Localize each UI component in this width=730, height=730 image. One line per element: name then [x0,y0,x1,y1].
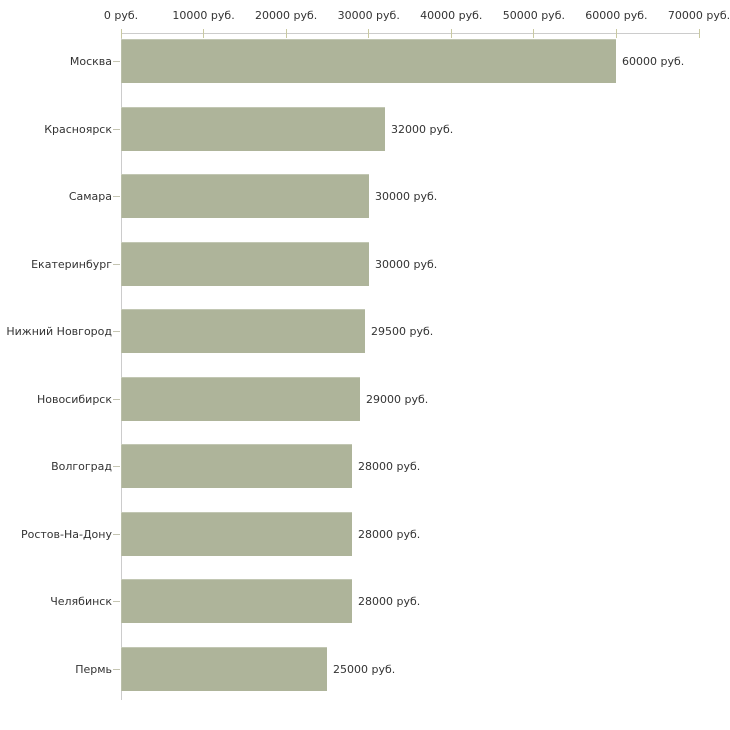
bar [121,512,352,556]
value-label: 25000 руб. [333,662,396,676]
bar [121,377,360,421]
category-label: Красноярск [44,122,112,136]
bar [121,174,369,218]
x-axis-tick-mark [533,29,535,38]
value-label: 32000 руб. [391,122,454,136]
x-axis-tick-mark [285,29,287,38]
bar [121,309,365,353]
bar-row: Нижний Новгород 29500 руб. [0,309,730,353]
bar-row: Пермь 25000 руб. [0,647,730,691]
category-label: Ростов-На-Дону [20,527,112,541]
category-tick-mark [113,398,120,400]
bar [121,444,352,488]
category-tick-mark [113,668,120,670]
bar [121,579,352,623]
x-axis-tick-label: 40000 руб. [420,9,483,22]
category-tick-mark [113,533,120,535]
category-tick-mark [113,128,120,130]
value-label: 28000 руб. [358,459,421,473]
bar [121,39,616,83]
category-label: Челябинск [50,594,112,608]
x-axis-tick-mark [698,29,700,38]
x-axis-tick-mark [450,29,452,38]
category-label: Новосибирск [36,392,112,406]
x-axis-tick-label: 60000 руб. [585,9,648,22]
bar-row: Ростов-На-Дону 28000 руб. [0,512,730,556]
bar [121,107,385,151]
x-axis-tick-label: 20000 руб. [255,9,318,22]
x-axis-tick-mark [203,29,205,38]
x-axis-tick-label: 70000 руб. [667,9,730,22]
x-axis-tick-label: 10000 руб. [172,9,235,22]
x-axis-tick-mark [615,29,617,38]
category-tick-mark [113,465,120,467]
category-label: Нижний Новгород [6,324,112,338]
bar-row: Самара 30000 руб. [0,174,730,218]
value-label: 29000 руб. [366,392,429,406]
bar-row: Челябинск 28000 руб. [0,579,730,623]
category-tick-mark [113,263,120,265]
value-label: 29500 руб. [371,324,434,338]
x-axis-tick-label: 0 руб. [103,9,139,22]
category-label: Волгоград [51,459,112,473]
bar-row: Волгоград 28000 руб. [0,444,730,488]
category-tick-mark [113,600,120,602]
value-label: 60000 руб. [622,54,685,68]
category-label: Самара [68,189,112,203]
category-tick-mark [113,195,120,197]
x-axis-tick-label: 50000 руб. [502,9,565,22]
bar [121,242,369,286]
value-label: 28000 руб. [358,594,421,608]
category-label: Пермь [75,662,112,676]
bar-row: Красноярск 32000 руб. [0,107,730,151]
bar-row: Москва 60000 руб. [0,39,730,83]
category-tick-mark [113,330,120,332]
category-tick-mark [113,60,120,62]
x-axis-tick-label: 30000 руб. [337,9,400,22]
x-axis-tick-mark [368,29,370,38]
category-label: Москва [69,54,112,68]
value-label: 30000 руб. [375,257,438,271]
value-label: 30000 руб. [375,189,438,203]
x-axis-tick-mark [120,29,122,38]
category-label: Екатеринбург [31,257,112,271]
value-label: 28000 руб. [358,527,421,541]
y-axis-line [121,33,122,700]
bar-row: Новосибирск 29000 руб. [0,377,730,421]
bar [121,647,327,691]
bar-row: Екатеринбург 30000 руб. [0,242,730,286]
x-axis-line [121,33,699,34]
